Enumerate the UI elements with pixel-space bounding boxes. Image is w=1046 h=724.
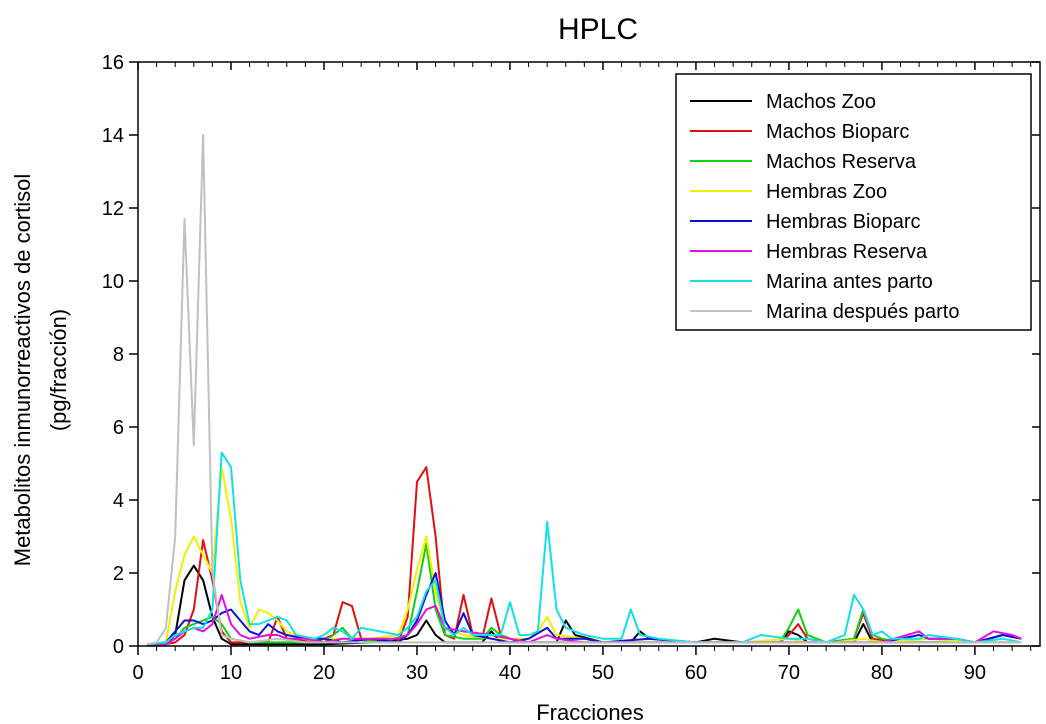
y-tick-label: 4 (113, 490, 124, 512)
legend: Machos Zoo Machos Bioparc Machos Reserva He… (675, 73, 1032, 331)
legend-label: Hembras Bioparc (766, 211, 921, 233)
y-axis-label: Metabolitos inmunorreactivos de cortisol… (10, 174, 71, 567)
series-layer (147, 134, 1022, 646)
legend-label: Hembras Reserva (766, 241, 928, 263)
x-tick-label: 50 (592, 662, 614, 684)
y-tick-label: 0 (113, 636, 124, 658)
legend-label: Machos Bioparc (766, 121, 909, 143)
series-line-3 (147, 542, 1022, 646)
series-line-2 (147, 466, 1022, 646)
y-tick-label: 10 (102, 271, 124, 293)
axes-layer: 0 10 20 30 40 50 60 70 80 90 0 2 4 6 8 10 12 14 16 (102, 52, 1041, 684)
y-tick-label: 16 (102, 52, 124, 74)
legend-label: Hembras Zoo (766, 181, 887, 203)
series-line-5 (147, 572, 1022, 646)
y-tick-label: 6 (113, 417, 124, 439)
y-tick-label: 12 (102, 198, 124, 220)
x-tick-label: 60 (685, 662, 707, 684)
legend-label: Machos Zoo (766, 91, 876, 113)
x-tick-label: 0 (132, 662, 143, 684)
y-tick-label: 8 (113, 344, 124, 366)
x-tick-label: 10 (220, 662, 242, 684)
series-line-4 (147, 466, 1022, 646)
legend-label: Marina antes parto (766, 271, 933, 293)
chart-title: HPLC (558, 13, 638, 46)
legend-label: Marina después parto (766, 301, 959, 323)
y-tick-label: 2 (113, 563, 124, 585)
x-tick-label: 70 (778, 662, 800, 684)
y-axis-label-line2: (pg/fracción) (46, 309, 71, 431)
legend-box (675, 73, 1032, 331)
x-axis-label: Fracciones (536, 700, 644, 724)
y-axis-label-line1: Metabolitos inmunorreactivos de cortisol (10, 174, 35, 567)
x-tick-label: 80 (871, 662, 893, 684)
x-tick-label: 40 (499, 662, 521, 684)
y-tick-label: 14 (102, 125, 124, 147)
series-line-7 (147, 451, 1022, 646)
x-tick-label: 30 (406, 662, 428, 684)
x-tick-label: 90 (964, 662, 986, 684)
series-line-8 (147, 134, 1022, 646)
legend-label: Machos Reserva (766, 151, 917, 173)
x-tick-label: 20 (313, 662, 335, 684)
